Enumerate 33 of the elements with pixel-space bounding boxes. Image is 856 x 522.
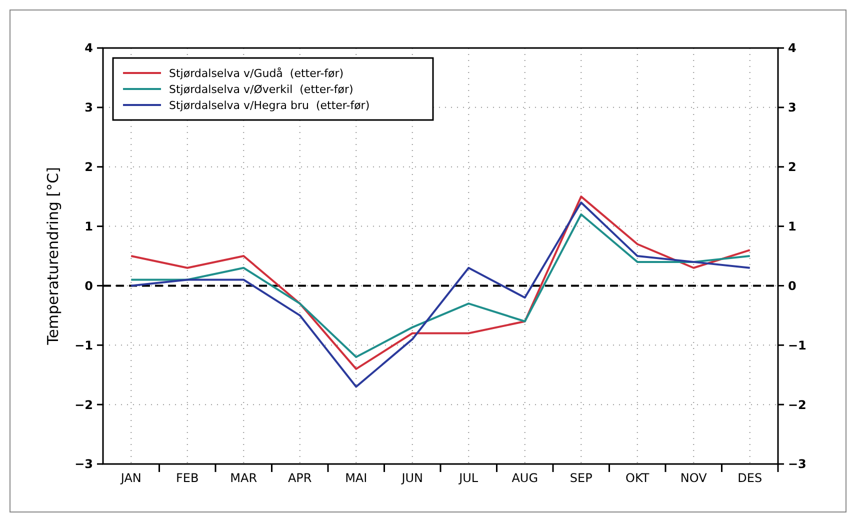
x-tick-label: APR (288, 471, 312, 485)
y-tick-label: 1 (84, 219, 93, 234)
y-tick-label: 2 (84, 160, 93, 174)
y2-tick-label: −1 (788, 338, 806, 352)
y-tick-label: −3 (74, 457, 93, 472)
legend-label: Stjørdalselva v/Hegra bru (etter-før) (169, 98, 370, 112)
x-tick-label: MAR (230, 471, 258, 485)
y2-tick-label: −2 (788, 398, 806, 412)
y2-tick-label: 4 (788, 41, 796, 56)
legend-label: Stjørdalselva v/Gudå (etter-før) (169, 66, 344, 80)
x-tick-label: JAN (120, 471, 142, 485)
y2-tick-label: −3 (788, 457, 806, 472)
x-tick-label: FEB (176, 471, 199, 485)
x-tick-label: JUL (458, 471, 478, 485)
x-tick-label: MAI (345, 471, 368, 485)
y-tick-label: −1 (74, 338, 93, 352)
y-tick-label: 4 (84, 41, 93, 56)
y-axis-title: Temperaturendring [°C] (44, 167, 62, 346)
y2-tick-label: 0 (788, 278, 796, 293)
y-tick-label: 0 (84, 278, 93, 293)
y2-tick-label: 1 (788, 219, 796, 234)
legend-label: Stjørdalselva v/Øverkil (etter-før) (169, 82, 354, 96)
y-tick-label: 3 (84, 100, 93, 115)
x-tick-label: JUN (400, 471, 424, 485)
line-series (130, 213, 751, 358)
y2-tick-label: 2 (788, 160, 796, 174)
x-tick-label: OKT (626, 471, 650, 485)
y2-tick-label: 3 (788, 100, 796, 115)
x-tick-label: DES (738, 471, 762, 485)
x-tick-label: SEP (570, 471, 592, 485)
y-tick-label: −2 (74, 398, 93, 412)
x-tick-label: AUG (512, 471, 538, 485)
x-tick-label: NOV (680, 471, 708, 485)
